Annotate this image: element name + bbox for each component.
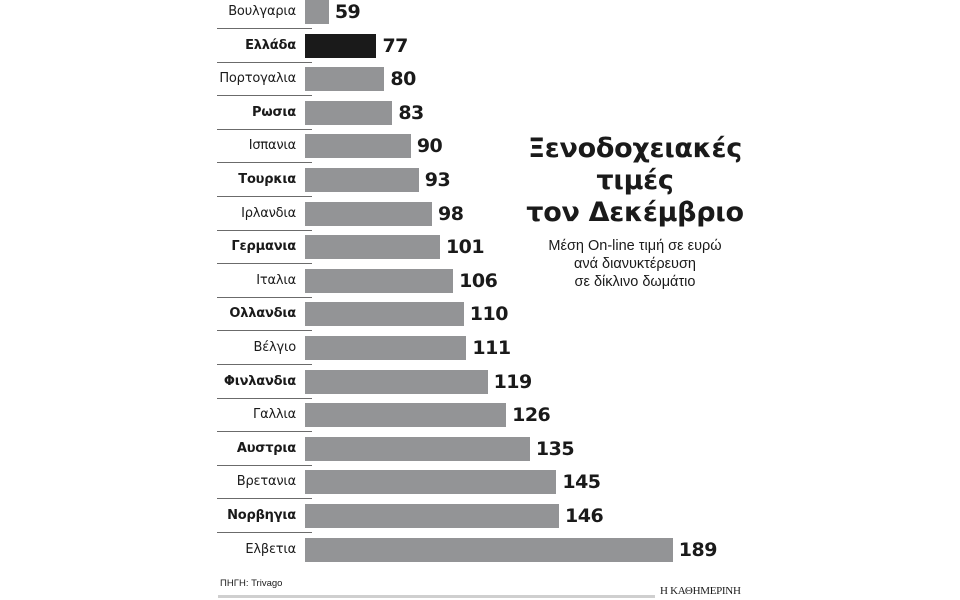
bar [305,403,507,428]
country-label: Αυστρια [236,440,296,456]
country-label: Βουλγαρια [228,4,296,19]
bar [305,336,467,360]
bar [305,302,464,327]
country-label: Νορβηγια [227,508,296,523]
row-separator [217,95,312,97]
row-separator [217,330,312,332]
chart-row: Πορτογαλια 80 [217,67,817,101]
bar [305,33,377,58]
row-separator [217,229,312,231]
bar [305,235,440,260]
row-separator [217,532,312,533]
country-label: Ολλανδια [229,306,296,322]
chart-row: Ισπανια 90 [217,134,817,168]
bar [305,268,454,293]
country-label: Πορτογαλια [219,71,296,87]
subtitle-line: Μέση On-line τιμή σε ευρώ [548,238,722,254]
row-separator [217,61,312,63]
country-label: Ρωσια [252,104,296,120]
title-line: τιμές [596,165,674,196]
value-label: 101 [445,236,485,259]
footer-divider [218,595,655,598]
bar [305,470,557,495]
value-label: 98 [438,202,464,225]
value-label: 126 [512,404,551,427]
chart-row: Ρωσια 83 [217,100,817,135]
value-label: 83 [398,101,424,124]
country-label: Ιταλια [256,272,296,288]
chart-row: Ιρλανδια 98 [217,201,817,236]
value-label: 77 [382,34,408,57]
bar [305,369,488,394]
country-label: Γαλλια [253,407,296,423]
chart-row: Βουλγαρια 59 [217,0,817,34]
value-label: 110 [469,303,509,326]
country-label: Φινλανδια [223,373,296,389]
source-note: ΠΗΓΗ: Trivago [220,578,283,589]
row-separator [217,498,312,500]
chart-row: Γαλλια 126 [217,403,817,437]
chart-row: Ιταλια 106 [217,268,817,303]
subtitle-line: σε δίκλινο δωμάτιο [574,274,696,290]
title-line: Ξενοδοχειακές [528,133,742,164]
country-label: Τουρκια [238,172,296,187]
chart-title: Ξενοδοχειακές τιμές τον Δεκέμβριο [500,133,770,229]
row-separator [217,196,312,197]
country-label: Ελβετια [245,541,296,557]
value-label: 135 [535,437,575,460]
publisher-logo: Η ΚΑΘΗΜΕΡΙΝΗ [660,585,741,597]
row-separator [217,263,312,265]
row-separator [217,464,312,466]
chart-row: Νορβηγια 146 [217,504,817,538]
country-label: Γερμανια [231,239,296,255]
title-line: τον Δεκέμβριο [526,197,744,228]
bar [305,168,419,192]
bar [305,100,393,125]
country-label: Βέλγιο [253,340,297,355]
chart-row: Ολλανδια 110 [217,302,817,336]
value-label: 90 [416,135,443,158]
value-label: 106 [459,269,498,292]
row-separator [217,364,312,365]
value-label: 80 [390,68,416,91]
value-label: 189 [678,538,718,561]
chart-row: Βρετανια 145 [217,470,817,504]
row-separator [217,162,312,164]
value-label: 119 [493,370,533,393]
chart-subtitle: Μέση On-line τιμή σε ευρώ ανά διανυκτέρε… [500,237,770,291]
bar [305,201,432,226]
bar [305,504,560,528]
chart-row: Φινλανδια 119 [217,369,817,404]
row-separator [217,28,312,29]
bar [305,67,385,92]
bar [305,0,329,24]
chart-row: Τουρκια 93 [217,168,817,202]
value-label: 59 [334,1,361,23]
row-separator [217,431,312,433]
row-separator [217,128,312,130]
value-label: 93 [424,169,451,191]
country-label: Ιρλανδια [241,205,296,221]
bar [305,134,411,159]
country-label: Ισπανια [248,138,297,154]
value-label: 145 [562,471,601,494]
chart-row: Αυστρια 135 [217,436,817,471]
chart-row: Γερμανια 101 [217,235,817,269]
row-separator [217,296,312,298]
chart-row: Ελλάδα 77 [217,33,817,68]
value-label: 146 [565,505,604,527]
country-label: Βρετανια [236,474,296,490]
country-label: Ελλάδα [245,37,296,53]
row-separator [217,397,312,399]
chart-row: Βέλγιο 111 [217,336,817,370]
subtitle-line: ανά διανυκτέρευση [574,256,696,272]
value-label: 111 [472,337,511,359]
chart-row: Ελβετια 189 [217,537,817,572]
bar [305,436,530,461]
bar [305,537,673,562]
